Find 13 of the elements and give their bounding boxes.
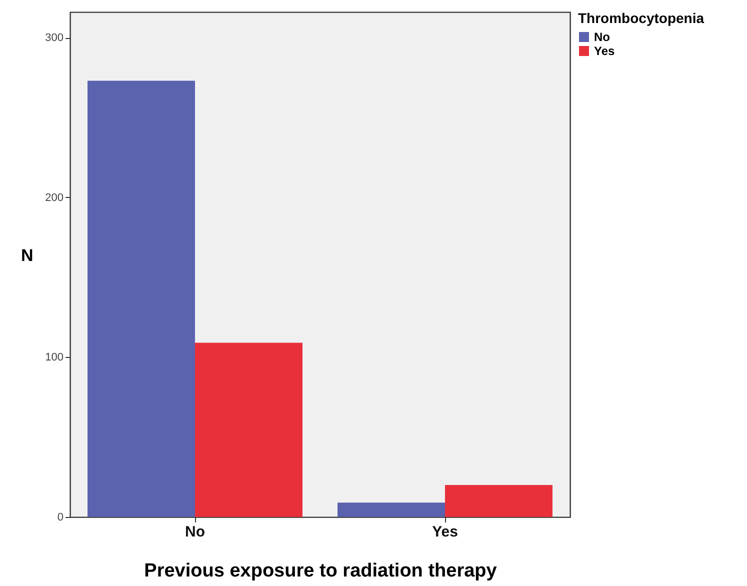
x-axis-title: Previous exposure to radiation therapy: [144, 560, 498, 582]
y-axis-title: N: [21, 246, 34, 265]
bar: [338, 502, 445, 517]
legend-label: Yes: [594, 44, 616, 58]
bar: [445, 485, 552, 517]
bar: [195, 342, 302, 517]
y-tick-label: 200: [45, 192, 64, 204]
bar: [88, 80, 195, 517]
y-tick-label: 0: [57, 512, 64, 524]
y-tick-label: 300: [45, 32, 64, 44]
y-tick-label: 100: [45, 352, 64, 364]
legend-title: Thrombocytopenia: [578, 10, 704, 26]
legend-label: No: [594, 30, 610, 44]
